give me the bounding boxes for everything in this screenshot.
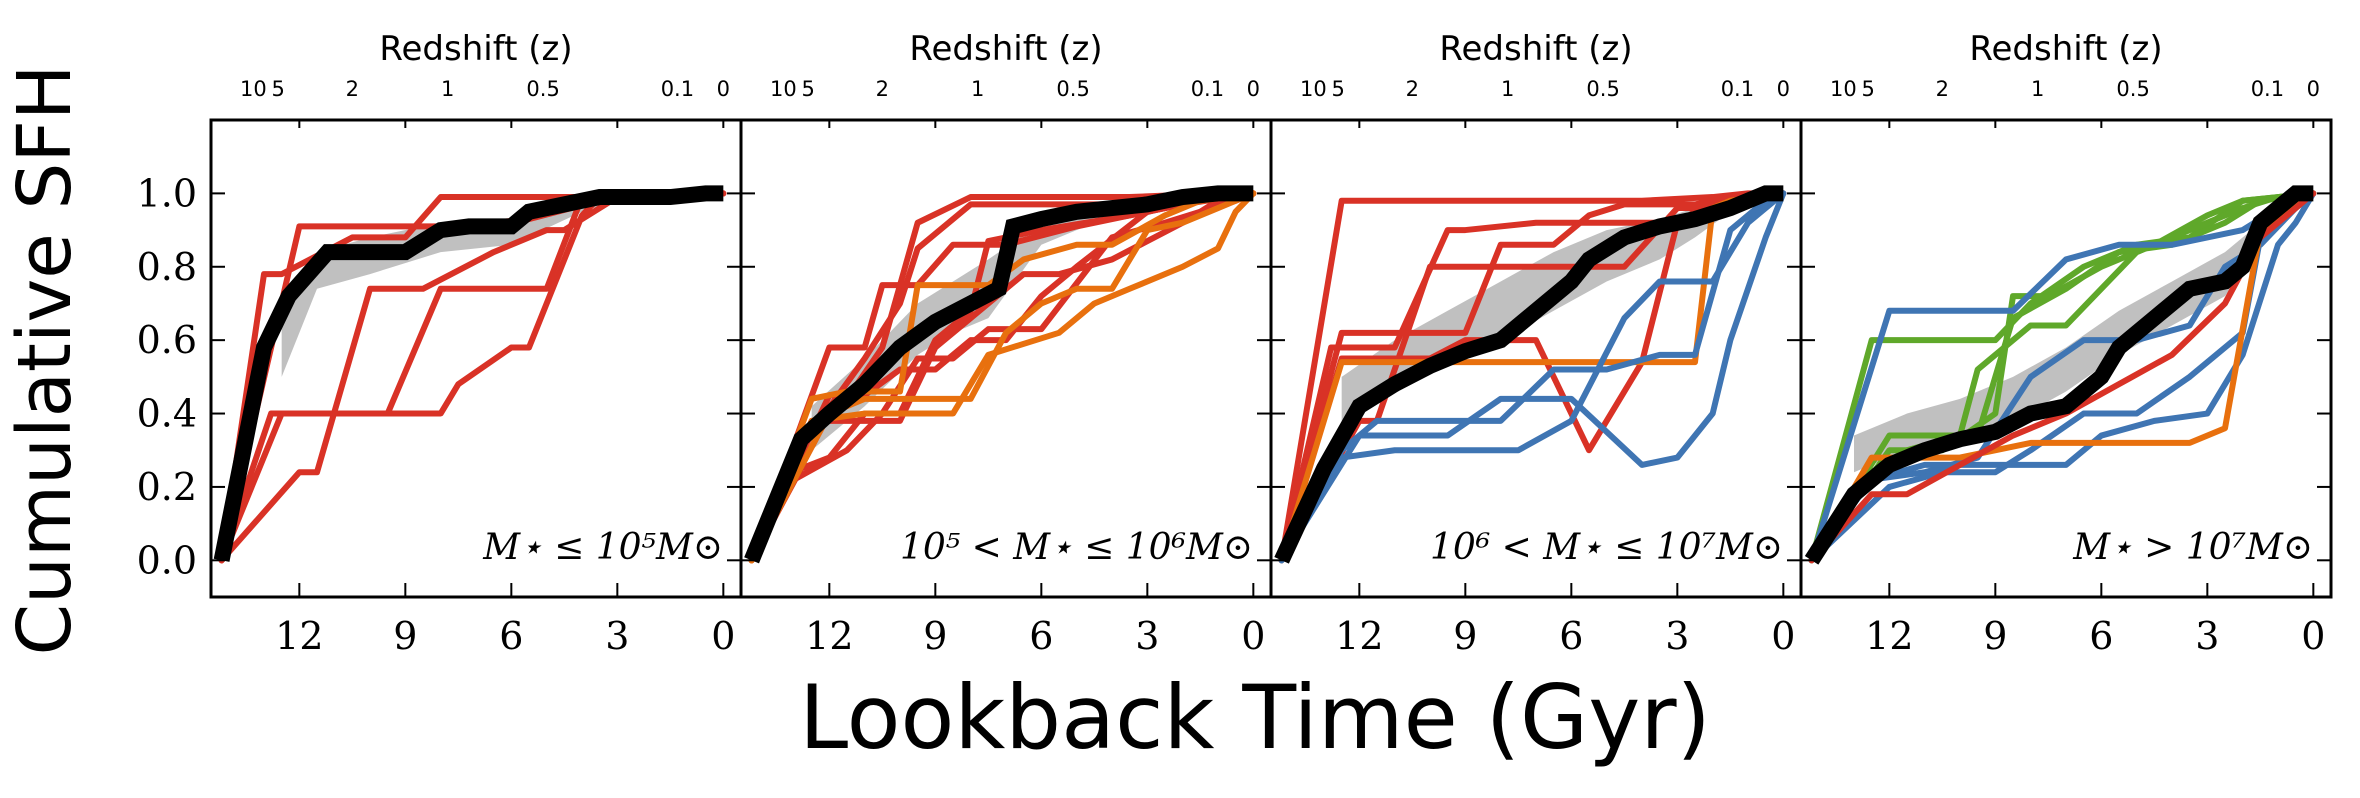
plot-area <box>213 185 727 564</box>
redshift-tick-label: 0 <box>717 77 730 101</box>
redshift-tick-label: 10 <box>240 77 267 101</box>
redshift-tick-label: 1 <box>441 77 454 101</box>
redshift-axis-title: Redshift (z) <box>1439 29 1632 69</box>
x-tick-label: 3 <box>2195 614 2219 658</box>
redshift-tick-label: 0 <box>1247 77 1260 101</box>
sfh-line-blue-7 <box>1278 190 1787 564</box>
y-tick-label: 0.0 <box>137 538 197 582</box>
redshift-tick-label: 5 <box>801 77 814 101</box>
x-tick-label: 12 <box>275 614 323 658</box>
redshift-tick-label: 2 <box>1406 77 1419 101</box>
redshift-tick-label: 0.1 <box>2251 77 2284 101</box>
sfh-line-orange-10 <box>748 190 1257 564</box>
redshift-tick-label: 0 <box>1777 77 1790 101</box>
x-tick-label: 0 <box>711 614 735 658</box>
x-tick-label: 6 <box>2089 614 2113 658</box>
redshift-tick-label: 0.5 <box>1586 77 1619 101</box>
x-tick-label: 0 <box>1241 614 1265 658</box>
y-axis-title: Cumulative SFH <box>2 64 88 655</box>
x-tick-label: 12 <box>805 614 853 658</box>
uncertainty-band <box>1854 193 2296 473</box>
redshift-tick-label: 2 <box>1936 77 1949 101</box>
panel-3: 12 9 6 3 0 10 5 2 1 0.5 0.1 0 Redshift (z) 10⁶ < M⋆ ≤… <box>1269 29 1803 658</box>
redshift-tick-label: 10 <box>770 77 797 101</box>
panel-4: 12 9 6 3 0 10 5 2 1 0.5 0.1 0 Redshift (z) M⋆ > 10⁷M⊙ <box>1799 29 2333 658</box>
plot-area <box>744 185 1257 564</box>
redshift-tick-label: 5 <box>271 77 284 101</box>
mass-range-label: 10⁵ < M⋆ ≤ 10⁶M⊙ <box>900 527 1253 568</box>
redshift-axis-title: Redshift (z) <box>379 29 572 69</box>
x-tick-label: 9 <box>1453 614 1477 658</box>
mean-sfh-line <box>744 185 1254 564</box>
sfh-line-blue-8 <box>1278 190 1787 564</box>
panels-group: 12 9 6 3 00.00.20.40.60.81.010 5 2 1 0.5 0.1 0Reds… <box>137 29 2333 658</box>
mass-range-label: 10⁶ < M⋆ ≤ 10⁷M⊙ <box>1430 527 1783 568</box>
plot-area <box>1274 185 1787 564</box>
sfh-line-red-4 <box>1278 190 1787 564</box>
y-tick-label: 0.2 <box>137 465 197 509</box>
redshift-tick-label: 5 <box>1861 77 1874 101</box>
x-tick-label: 3 <box>605 614 629 658</box>
redshift-tick-label: 0.5 <box>2116 77 2149 101</box>
x-tick-label: 0 <box>1771 614 1795 658</box>
panel-frame <box>1799 118 2333 599</box>
y-tick-label: 0.4 <box>137 392 197 436</box>
y-tick-label: 1.0 <box>137 171 197 215</box>
redshift-tick-label: 0.1 <box>1721 77 1754 101</box>
sfh-line-blue-8 <box>1808 190 2317 564</box>
x-axis-title: Lookback Time (Gyr) <box>799 666 1711 769</box>
mass-range-label: M⋆ ≤ 10⁵M⊙ <box>482 527 723 568</box>
x-tick-label: 3 <box>1135 614 1159 658</box>
redshift-tick-label: 10 <box>1830 77 1857 101</box>
x-tick-label: 9 <box>393 614 417 658</box>
plot-area <box>1804 185 2317 565</box>
x-tick-label: 0 <box>2301 614 2325 658</box>
mean-sfh-line <box>1804 185 2314 565</box>
sfh-line-red-10 <box>1808 190 2317 564</box>
redshift-tick-label: 1 <box>971 77 984 101</box>
sfh-line-blue-9 <box>1278 190 1787 564</box>
redshift-tick-label: 1 <box>1501 77 1514 101</box>
mass-range-label: M⋆ > 10⁷M⊙ <box>2072 527 2313 568</box>
uncertainty-band <box>1341 193 1766 429</box>
panel-1: 12 9 6 3 0 0.0 0.2 0.4 0.6 0.8 1.0 10 5 2 1 0.5 0.1 0 Reds… <box>137 29 743 658</box>
redshift-tick-label: 1 <box>2031 77 2044 101</box>
redshift-tick-label: 2 <box>346 77 359 101</box>
uncertainty-band <box>281 197 618 377</box>
y-tick-label: 0.8 <box>137 245 197 289</box>
x-tick-label: 3 <box>1665 614 1689 658</box>
x-tick-label: 6 <box>499 614 523 658</box>
x-tick-label: 12 <box>1335 614 1383 658</box>
mean-sfh-line <box>213 185 724 562</box>
sfh-line-red-4 <box>218 190 727 564</box>
y-tick-label: 0.6 <box>137 318 197 362</box>
x-tick-label: 12 <box>1865 614 1913 658</box>
redshift-tick-label: 0.1 <box>1191 77 1224 101</box>
redshift-axis-title: Redshift (z) <box>909 29 1102 69</box>
x-tick-label: 9 <box>1983 614 2007 658</box>
redshift-axis-title: Redshift (z) <box>1969 29 2162 69</box>
uncertainty-band <box>811 193 1236 451</box>
x-tick-label: 6 <box>1559 614 1583 658</box>
sfh-line-orange-9 <box>748 190 1257 564</box>
redshift-tick-label: 0.5 <box>526 77 559 101</box>
redshift-tick-label: 0 <box>2307 77 2320 101</box>
sfh-line-blue-5 <box>1808 190 2317 564</box>
redshift-tick-label: 0.1 <box>661 77 694 101</box>
redshift-tick-label: 10 <box>1300 77 1327 101</box>
mean-sfh-line <box>1274 185 1784 564</box>
sfh-line-blue-6 <box>1808 190 2317 564</box>
redshift-tick-label: 2 <box>876 77 889 101</box>
redshift-tick-label: 0.5 <box>1056 77 1089 101</box>
x-tick-label: 9 <box>923 614 947 658</box>
redshift-tick-label: 5 <box>1331 77 1344 101</box>
x-tick-label: 6 <box>1029 614 1053 658</box>
panel-2: 12 9 6 3 0 10 5 2 1 0.5 0.1 0 Redshift (z) 10⁵ < M⋆ ≤… <box>739 29 1273 658</box>
